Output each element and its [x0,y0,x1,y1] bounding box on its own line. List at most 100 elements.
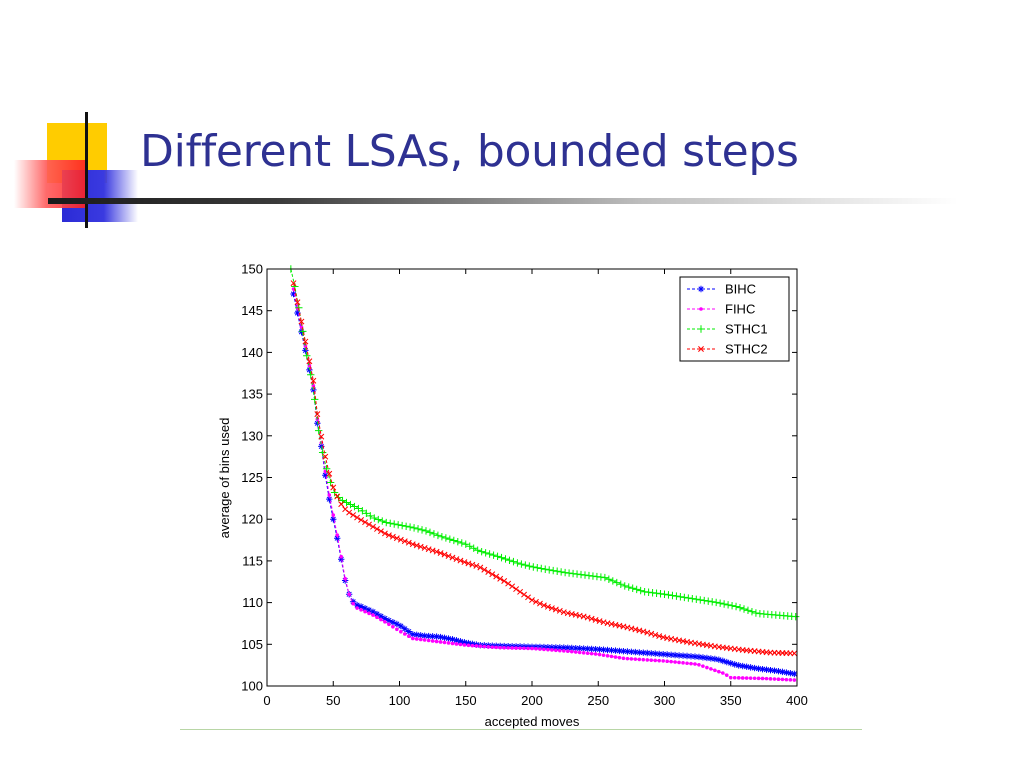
data-point [425,632,432,640]
data-point [466,643,471,648]
data-point [732,602,740,611]
data-point [756,676,761,681]
data-point [561,568,569,577]
data-point [506,646,510,650]
data-point [354,504,363,513]
legend-marker [697,325,705,333]
data-point [709,667,713,671]
y-tick-label: 110 [242,595,263,610]
y-tick-label: 130 [241,428,263,443]
data-point [564,644,571,651]
data-point [544,644,552,651]
data-point [549,566,557,575]
data-point [560,644,567,651]
data-point [401,538,408,545]
y-axis-label: average of bins used [217,418,232,539]
data-point [775,668,782,675]
data-point [377,613,385,620]
data-point [792,678,797,682]
data-point [776,677,781,682]
data-point [759,665,766,673]
data-point [705,665,709,670]
data-point [645,658,650,662]
data-point [672,592,681,600]
data-point [497,553,506,562]
data-point [387,622,391,627]
data-point [501,578,508,584]
data-point [298,318,305,325]
data-point [382,518,390,527]
data-point [386,519,394,527]
data-point [592,645,599,653]
data-point [711,655,719,663]
data-point [303,352,311,360]
data-point [784,677,789,682]
data-point [541,565,549,573]
data-point [525,594,531,601]
data-point [351,601,355,606]
data-point [648,650,655,657]
data-point [335,533,340,537]
data-point [767,666,774,674]
data-point [461,559,468,566]
x-tick-label: 50 [326,693,340,708]
data-point [421,545,428,551]
data-point [450,536,458,545]
data-point [363,609,367,614]
data-point [493,573,500,580]
data-point [526,646,530,651]
data-point [433,633,440,640]
data-point [290,280,297,287]
data-point [359,608,363,612]
data-point [393,535,400,542]
data-point [513,559,522,567]
data-point [374,515,382,524]
data-point [565,649,570,654]
data-point [330,484,337,491]
data-point [406,523,414,531]
data-point [652,589,661,597]
data-point [450,641,455,646]
data-point [748,676,753,680]
data-point [665,659,669,664]
data-point [489,551,498,559]
data-point [546,647,550,652]
data-point [779,668,786,676]
data-point [442,534,450,542]
x-tick-label: 300 [654,693,676,708]
data-point [556,607,563,614]
data-point [572,644,579,652]
data-point [735,662,742,669]
data-point [717,669,721,674]
data-point [724,601,732,609]
data-point [510,646,514,650]
data-point [660,590,669,598]
data-point [367,611,371,616]
data-point [589,572,597,580]
data-point [681,661,685,665]
x-tick-label: 100 [389,693,411,708]
legend-marker [698,346,704,352]
data-point [677,660,681,665]
data-point [374,526,380,532]
data-point [641,657,646,662]
data-point [326,470,333,477]
data-point [532,643,540,651]
footer-divider [180,729,862,730]
data-point [470,643,475,648]
data-point [342,498,351,507]
data-point [540,602,547,609]
data-point [521,561,530,569]
data-point [719,657,726,665]
data-point [437,633,444,641]
data-point [787,670,794,677]
data-point [346,500,355,509]
data-point [365,606,373,614]
data-point [470,544,478,552]
data-point [457,638,464,645]
data-point [783,669,790,676]
data-point [791,612,800,621]
data-point [688,594,697,603]
data-point [485,550,494,558]
data-point [601,653,606,657]
